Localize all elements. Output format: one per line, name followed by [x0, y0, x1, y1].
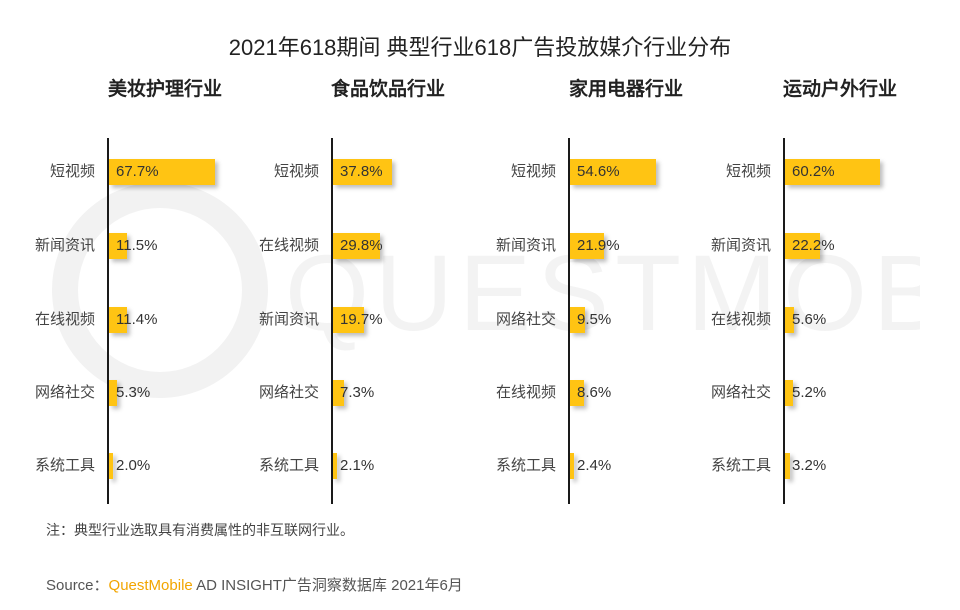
category-label: 新闻资讯	[710, 237, 771, 254]
bar	[333, 380, 345, 406]
value-label: 37.8%	[340, 163, 383, 180]
category-label: 短视频	[273, 163, 319, 180]
bar	[570, 453, 574, 479]
bar	[570, 159, 656, 185]
bar	[570, 233, 605, 259]
bar	[109, 307, 127, 333]
value-label: 5.2%	[792, 384, 827, 401]
bar	[109, 159, 216, 185]
bar	[333, 233, 380, 259]
bar	[570, 380, 584, 406]
bar	[333, 453, 337, 479]
value-label: 5.3%	[116, 384, 151, 401]
source-suffix: AD INSIGHT广告洞察数据库 2021年6月	[192, 577, 463, 594]
source-prefix: Source：	[46, 577, 109, 594]
category-label: 网络社交	[710, 384, 771, 401]
value-label: 9.5%	[577, 311, 612, 328]
panel-title: 美妆护理行业	[107, 79, 222, 100]
value-label: 54.6%	[577, 163, 620, 180]
value-label: 2.1%	[340, 457, 375, 474]
source-brand: QuestMobile	[108, 577, 193, 594]
bar	[785, 233, 820, 259]
questmobile-watermark: QUESTMOBILE	[52, 182, 920, 398]
value-label: 22.2%	[792, 237, 835, 254]
value-label: 5.6%	[792, 311, 827, 328]
value-label: 21.9%	[577, 237, 620, 254]
category-label: 系统工具	[710, 457, 771, 474]
value-label: 7.3%	[340, 384, 375, 401]
panel-title: 运动户外行业	[782, 79, 897, 100]
category-label: 网络社交	[258, 384, 319, 401]
panel-axis-line	[783, 138, 785, 504]
value-label: 19.7%	[340, 311, 383, 328]
category-label: 网络社交	[34, 384, 95, 401]
value-label: 29.8%	[340, 237, 383, 254]
category-label: 在线视频	[495, 384, 556, 401]
bar	[109, 453, 113, 479]
panel-axis-line	[331, 138, 333, 504]
panel-axis-line	[568, 138, 570, 504]
chart-title: 2021年618期间 典型行业618广告投放媒介行业分布	[228, 35, 732, 60]
category-label: 系统工具	[258, 457, 319, 474]
category-label: 新闻资讯	[495, 237, 556, 254]
value-label: 67.7%	[116, 163, 159, 180]
value-label: 3.2%	[792, 457, 827, 474]
bar	[109, 380, 118, 406]
bar	[785, 159, 880, 185]
value-label: 2.4%	[577, 457, 612, 474]
value-label: 11.5%	[116, 237, 158, 254]
bar	[785, 453, 791, 479]
bar	[109, 233, 128, 259]
category-label: 短视频	[725, 163, 771, 180]
category-label: 在线视频	[258, 237, 319, 254]
bar	[785, 307, 794, 333]
bar	[785, 380, 794, 406]
category-label: 短视频	[49, 163, 95, 180]
value-label: 60.2%	[792, 163, 835, 180]
value-label: 2.0%	[116, 457, 151, 474]
panel-title: 食品饮品行业	[330, 79, 445, 100]
category-label: 在线视频	[710, 311, 771, 328]
source-line: Source：QuestMobile AD INSIGHT广告洞察数据库 202…	[46, 574, 463, 595]
category-label: 系统工具	[495, 457, 556, 474]
category-label: 在线视频	[34, 311, 95, 328]
bar	[333, 159, 393, 185]
value-label: 8.6%	[577, 384, 612, 401]
category-label: 短视频	[510, 163, 556, 180]
category-label: 网络社交	[495, 311, 556, 328]
bar	[333, 307, 364, 333]
panel-title: 家用电器行业	[568, 79, 683, 100]
category-label: 新闻资讯	[34, 237, 95, 254]
value-label: 11.4%	[116, 311, 158, 328]
footnote: 注：典型行业选取具有消费属性的非互联网行业。	[46, 522, 354, 538]
panel-axis-line	[107, 138, 109, 504]
category-label: 新闻资讯	[258, 311, 319, 328]
bar	[570, 307, 585, 333]
category-label: 系统工具	[34, 457, 95, 474]
